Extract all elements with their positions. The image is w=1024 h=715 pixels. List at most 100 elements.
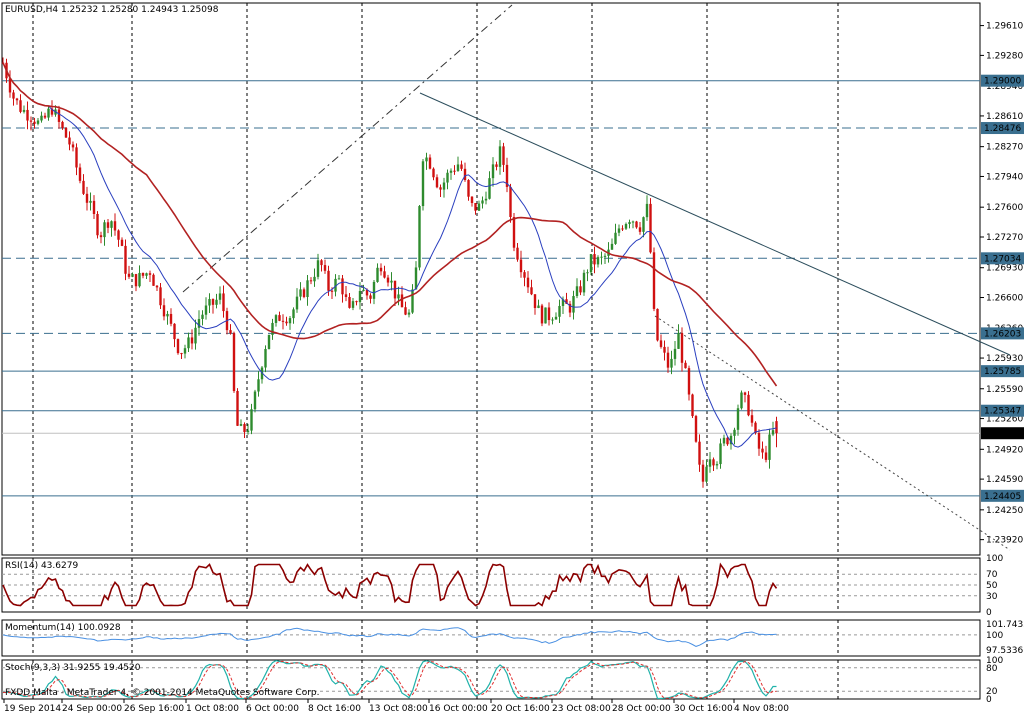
candle-body bbox=[750, 415, 754, 423]
candle-body bbox=[551, 319, 554, 321]
price-tick-label: 1.28270 bbox=[986, 143, 1023, 153]
x-tick-label: 19 Sep 2014 bbox=[4, 704, 61, 714]
candle-body bbox=[481, 200, 484, 204]
candle-body bbox=[201, 314, 204, 319]
candle-body bbox=[414, 267, 418, 290]
candle-body bbox=[635, 221, 638, 228]
candle-body bbox=[36, 120, 40, 124]
candle-body bbox=[320, 260, 323, 266]
candle-body bbox=[708, 459, 712, 467]
candle-body bbox=[453, 170, 456, 172]
candle-body bbox=[596, 257, 600, 265]
candle-body bbox=[768, 434, 771, 460]
candle-body bbox=[187, 337, 190, 349]
candle-body bbox=[617, 228, 621, 233]
candle-body bbox=[537, 305, 540, 308]
momentum-tick-label: 100 bbox=[986, 631, 1003, 641]
price-tick-label: 1.29280 bbox=[986, 51, 1023, 61]
x-tick-label: 6 Oct 00:00 bbox=[246, 704, 299, 714]
candle-body bbox=[705, 466, 708, 482]
rsi-tick-label: 50 bbox=[986, 581, 998, 591]
candle-body bbox=[446, 172, 449, 183]
candle-body bbox=[666, 352, 670, 368]
candle-body bbox=[502, 146, 505, 165]
candle-body bbox=[176, 339, 180, 354]
candle-body bbox=[47, 108, 50, 118]
candle-body bbox=[124, 245, 127, 274]
stoch-tick-label: 80 bbox=[986, 664, 998, 674]
candle-body bbox=[498, 146, 502, 167]
level-price-badge bbox=[981, 489, 1024, 502]
candle-body bbox=[610, 243, 614, 250]
candle-body bbox=[628, 222, 631, 225]
candle-body bbox=[526, 277, 530, 288]
candle-body bbox=[61, 121, 64, 128]
candle-body bbox=[131, 274, 134, 277]
candle-body bbox=[309, 280, 313, 282]
x-tick-label: 23 Oct 08:00 bbox=[552, 704, 611, 714]
current-price-badge bbox=[981, 427, 1024, 440]
candle-body bbox=[631, 221, 635, 223]
candle-body bbox=[250, 409, 253, 431]
candle-body bbox=[680, 333, 684, 363]
candle-body bbox=[82, 180, 85, 194]
candle-body bbox=[547, 307, 551, 321]
trend-line-up bbox=[182, 4, 513, 293]
candle-body bbox=[467, 180, 470, 197]
candle-body bbox=[519, 259, 523, 273]
chart-header: EURUSD,H4 1.25232 1.25280 1.24943 1.2509… bbox=[5, 5, 219, 15]
candle-body bbox=[390, 280, 393, 283]
price-tick-label: 1.24920 bbox=[986, 445, 1023, 455]
candle-body bbox=[341, 278, 344, 295]
candle-body bbox=[71, 144, 75, 148]
candle-body bbox=[544, 307, 547, 324]
candle-body bbox=[180, 353, 183, 355]
candle-body bbox=[117, 230, 120, 240]
price-tick-label: 1.27270 bbox=[986, 233, 1023, 243]
candle-body bbox=[302, 289, 306, 298]
candle-body bbox=[407, 312, 411, 315]
ma-slow-line bbox=[2, 62, 778, 387]
candle-body bbox=[652, 252, 656, 309]
candle-body bbox=[26, 109, 29, 121]
candle-body bbox=[145, 273, 148, 276]
price-tick-label: 1.29610 bbox=[986, 22, 1023, 32]
candle-body bbox=[449, 170, 453, 173]
candle-body bbox=[530, 287, 533, 295]
x-tick-label: 1 Oct 08:00 bbox=[186, 704, 239, 714]
candle-body bbox=[278, 315, 281, 321]
main-panel-frame bbox=[1, 2, 981, 556]
stoch-label: Stoch(9,3,3) 31.9255 19.4520 bbox=[5, 663, 141, 673]
candle-body bbox=[516, 247, 519, 260]
x-tick-label: 4 Nov 08:00 bbox=[734, 704, 789, 714]
candle-body bbox=[383, 271, 386, 278]
current-price-label: 1.25098 bbox=[984, 429, 1021, 439]
x-tick-label: 26 Sep 16:00 bbox=[124, 704, 184, 714]
candle-body bbox=[593, 254, 596, 265]
candle-body bbox=[733, 429, 736, 436]
candle-body bbox=[379, 267, 383, 272]
level-price-label: 1.24405 bbox=[984, 492, 1021, 502]
candle-body bbox=[757, 432, 761, 449]
candle-body bbox=[495, 164, 498, 167]
candle-body bbox=[211, 299, 215, 305]
level-price-label: 1.27034 bbox=[984, 254, 1021, 264]
candle-body bbox=[425, 157, 428, 162]
candle-body bbox=[558, 305, 561, 317]
level-price-badge bbox=[981, 74, 1024, 87]
candle-body bbox=[33, 121, 36, 124]
price-tick-label: 1.27600 bbox=[986, 203, 1023, 213]
candle-body bbox=[75, 147, 78, 168]
candle-body bbox=[603, 255, 607, 257]
momentum-tick-label: 97.5336 bbox=[986, 646, 1023, 656]
candle-body bbox=[376, 267, 379, 282]
candle-body bbox=[64, 127, 68, 138]
candle-body bbox=[561, 299, 565, 306]
level-price-badge bbox=[981, 327, 1024, 340]
x-tick-label: 16 Oct 00:00 bbox=[429, 704, 488, 714]
price-tick-label: 1.25590 bbox=[986, 385, 1023, 395]
level-price-badge bbox=[981, 252, 1024, 265]
candle-body bbox=[579, 286, 582, 293]
